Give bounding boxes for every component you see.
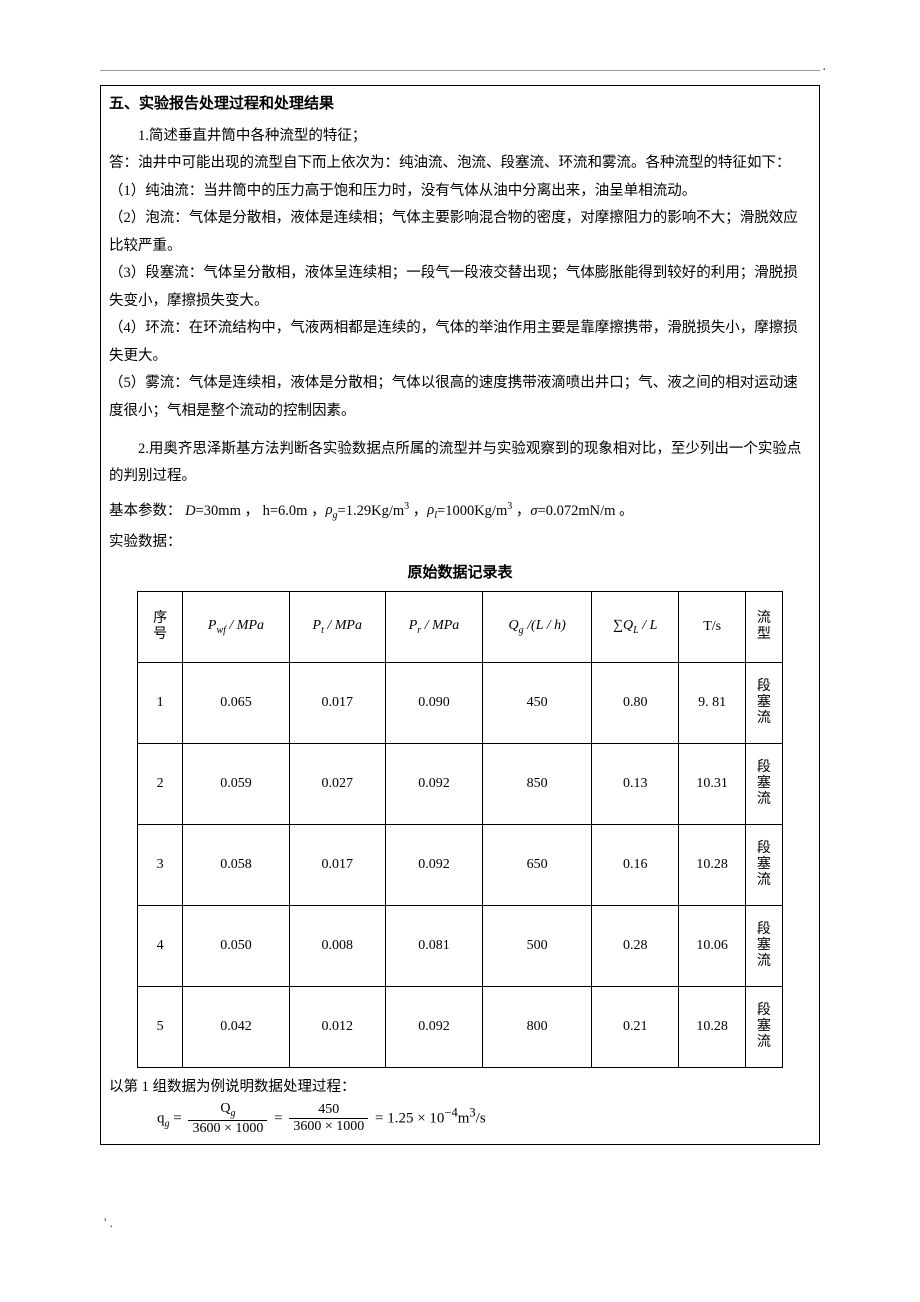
footer-marks: ' . — [100, 1215, 820, 1231]
question-2: 2.用奥齐思泽斯基方法判断各实验数据点所属的流型并与实验观察到的现象相对比，至少… — [109, 436, 811, 491]
table-row: 3 0.058 0.017 0.092 650 0.16 10.28 段塞流 — [138, 825, 783, 906]
col-pt: Pt / MPa — [289, 592, 385, 663]
data-table: 序号 Pwf / MPa Pt / MPa Pr / MPa Qg /(L / … — [137, 591, 783, 1068]
flow-type-5: （5）雾流：气体是连续相，液体是分散相；气体以很高的速度携带液滴喷出井口；气、液… — [109, 370, 811, 425]
table-header-row: 序号 Pwf / MPa Pt / MPa Pr / MPa Qg /(L / … — [138, 592, 783, 663]
table-row: 1 0.065 0.017 0.090 450 0.80 9. 81 段塞流 — [138, 663, 783, 744]
col-sumq: ∑QL / L — [591, 592, 678, 663]
question-1: 1.简述垂直井筒中各种流型的特征； — [109, 123, 811, 151]
flow-type-2: （2）泡流：气体是分散相，液体是连续相；气体主要影响混合物的密度，对摩擦阻力的影… — [109, 205, 811, 260]
exp-data-label: 实验数据： — [109, 529, 811, 557]
flow-type-3: （3）段塞流：气体呈分散相，液体呈连续相；一段气一段液交替出现；气体膨胀能得到较… — [109, 260, 811, 315]
table-body: 1 0.065 0.017 0.090 450 0.80 9. 81 段塞流 2… — [138, 663, 783, 1068]
col-pwf: Pwf / MPa — [183, 592, 290, 663]
header-rule — [100, 70, 820, 71]
calc-intro: 以第 1 组数据为例说明数据处理过程： — [109, 1074, 811, 1102]
equation-qg: qg = Qg 3600 × 1000 = 450 3600 × 1000 = … — [109, 1102, 811, 1136]
flow-type-4: （4）环流：在环流结构中，气液两相都是连续的，气体的举油作用主要是靠摩擦携带，滑… — [109, 315, 811, 370]
sym-rho-l: ρl — [427, 502, 437, 518]
content-box: 五、实验报告处理过程和处理结果 1.简述垂直井筒中各种流型的特征； 答：油井中可… — [100, 85, 820, 1145]
table-row: 2 0.059 0.027 0.092 850 0.13 10.31 段塞流 — [138, 744, 783, 825]
answer-intro: 答：油井中可能出现的流型自下而上依次为：纯油流、泡流、段塞流、环流和雾流。各种流… — [109, 150, 811, 178]
basic-params: 基本参数： D=30mm ， h=6.0m ，ρg=1.29Kg/m3 ，ρl=… — [109, 497, 811, 526]
section-title: 五、实验报告处理过程和处理结果 — [109, 90, 811, 119]
table-caption: 原始数据记录表 — [109, 559, 811, 588]
col-seq: 序号 — [138, 592, 183, 663]
content-inner: 五、实验报告处理过程和处理结果 1.简述垂直井筒中各种流型的特征； 答：油井中可… — [101, 86, 819, 1144]
params-label: 基本参数： — [109, 502, 182, 518]
table-row: 5 0.042 0.012 0.092 800 0.21 10.28 段塞流 — [138, 987, 783, 1068]
document-page: 五、实验报告处理过程和处理结果 1.简述垂直井筒中各种流型的特征； 答：油井中可… — [0, 0, 920, 1271]
sym-rho-g: ρg — [326, 502, 338, 518]
sym-sigma: σ — [530, 502, 537, 518]
table-row: 4 0.050 0.008 0.081 500 0.28 10.06 段塞流 — [138, 906, 783, 987]
col-pr: Pr / MPa — [385, 592, 483, 663]
col-qg: Qg /(L / h) — [483, 592, 592, 663]
sym-D: D — [185, 502, 195, 518]
col-ts: T/s — [679, 592, 745, 663]
flow-type-1: （1）纯油流：当井筒中的压力高于饱和压力时，没有气体从油中分离出来，油呈单相流动… — [109, 178, 811, 206]
col-flow: 流型 — [745, 592, 782, 663]
